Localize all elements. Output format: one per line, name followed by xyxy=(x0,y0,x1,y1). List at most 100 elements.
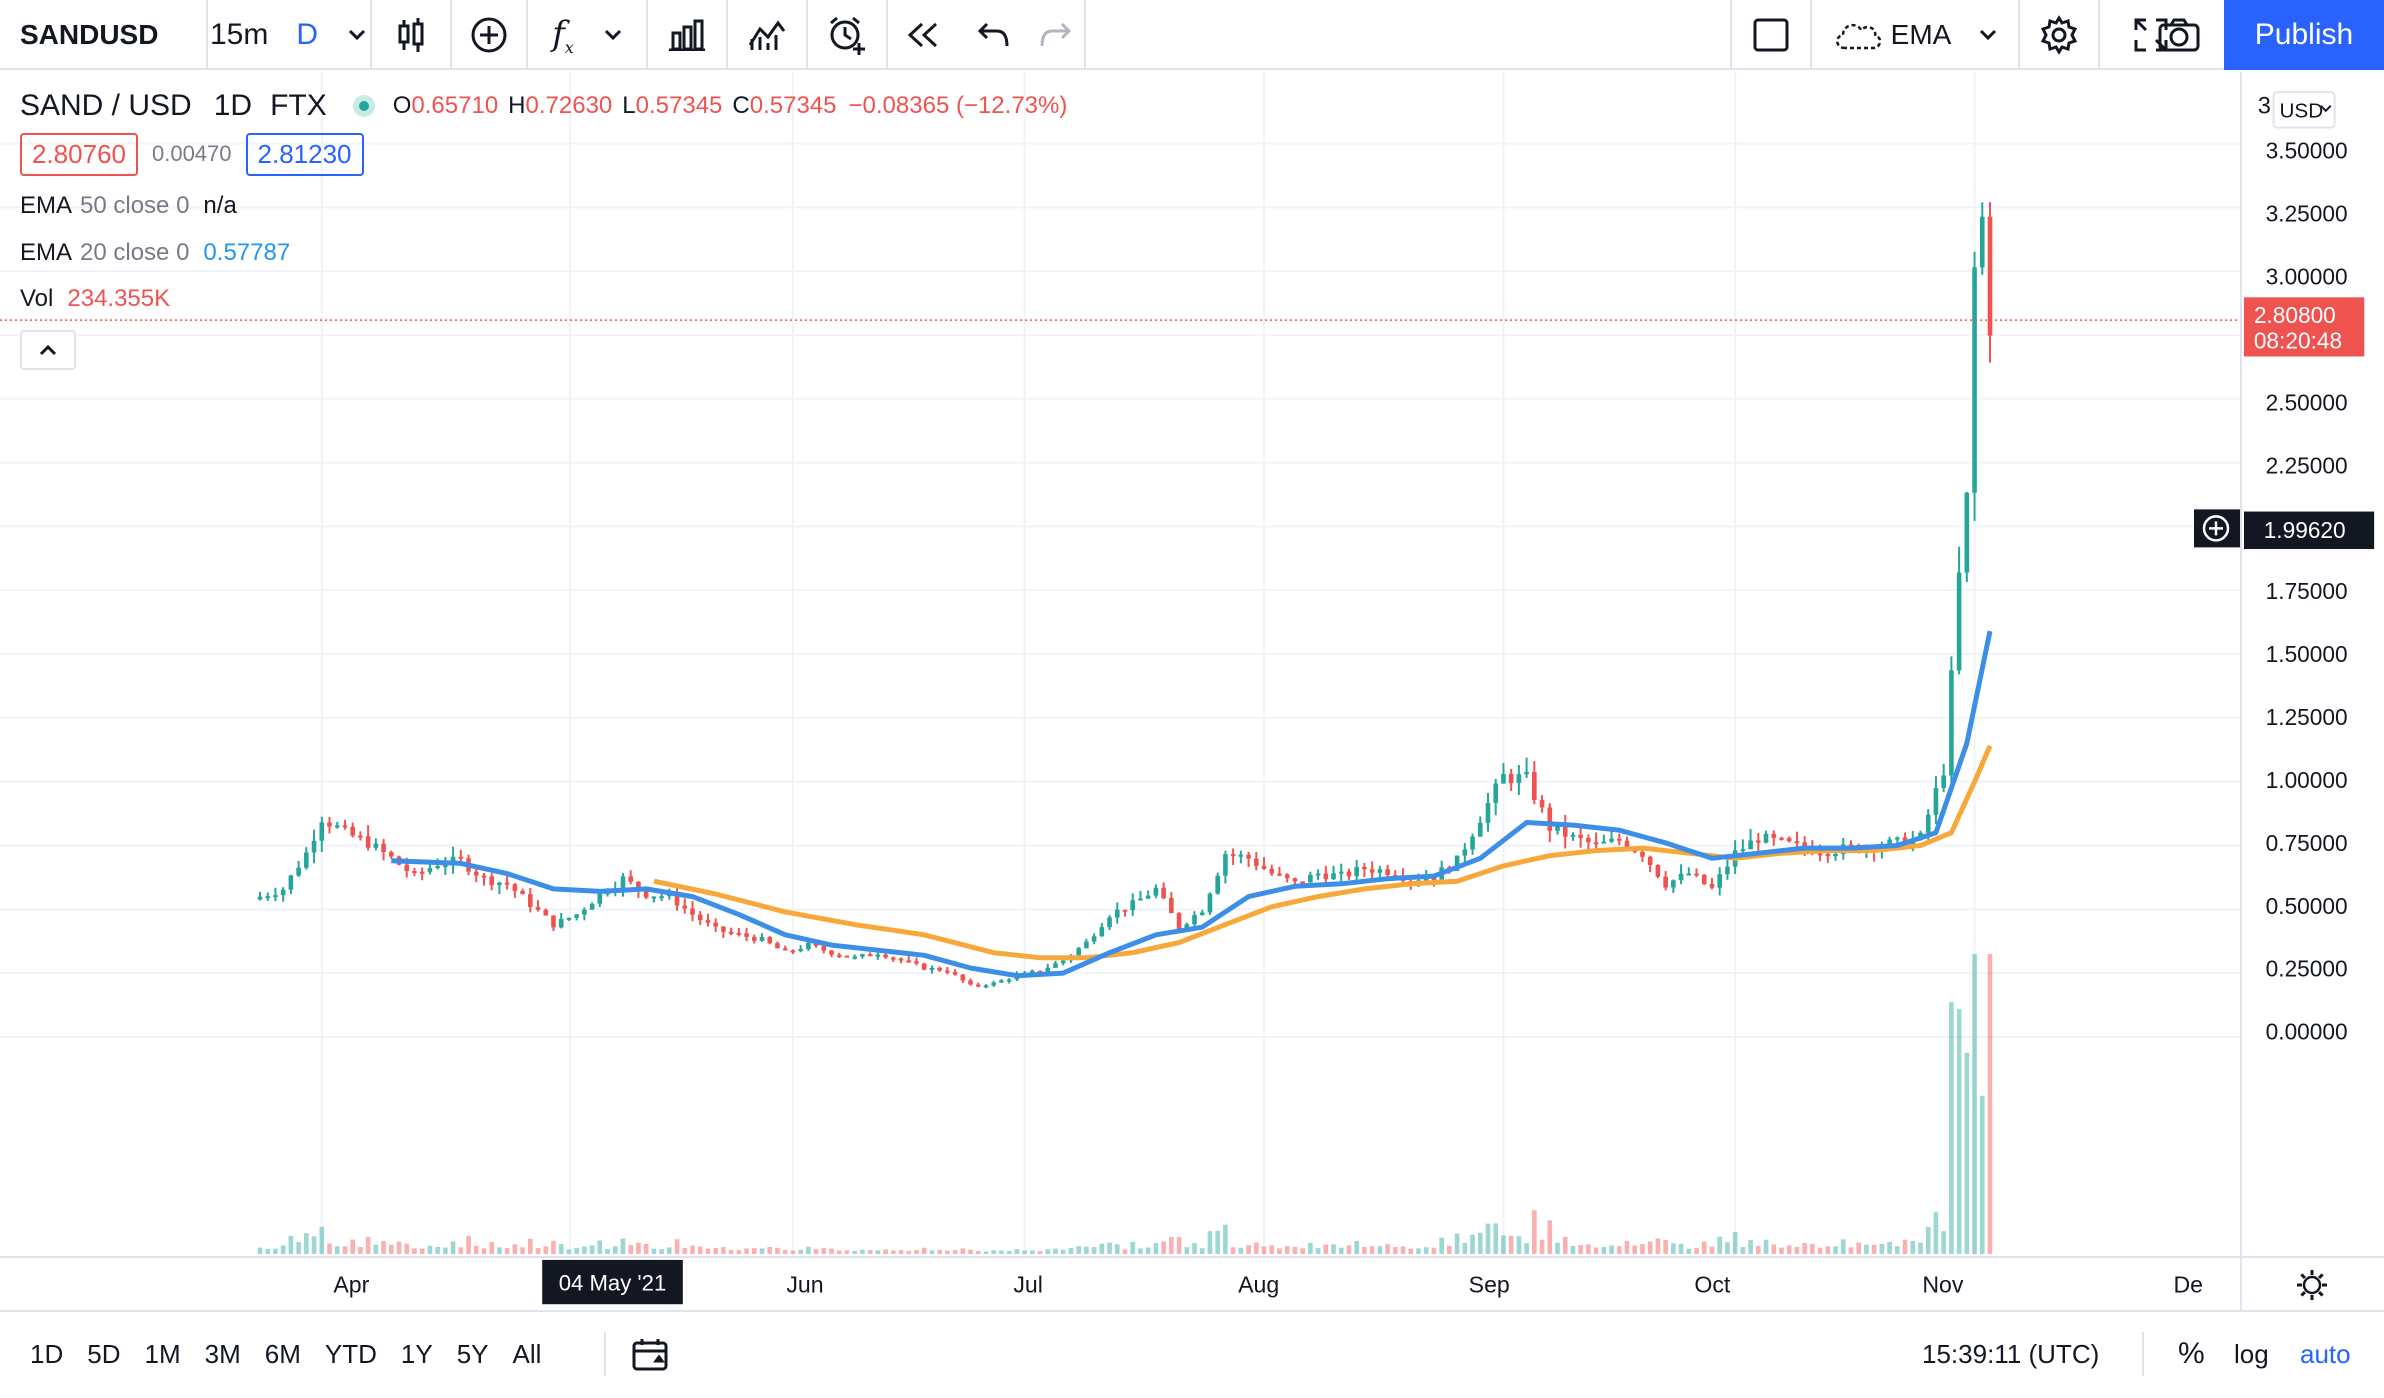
toolbar-divider xyxy=(2018,0,2020,70)
percent-scale-toggle[interactable]: % xyxy=(2178,1337,2205,1370)
crosshair-price-label: 1.99620 xyxy=(2264,517,2346,543)
range-button-3m[interactable]: 3M xyxy=(204,1338,241,1369)
range-button-5y[interactable]: 5Y xyxy=(456,1338,489,1369)
camera-icon[interactable] xyxy=(2142,0,2216,70)
volume-bar xyxy=(1833,1246,1838,1254)
publish-button[interactable]: Publish xyxy=(2224,0,2384,70)
market-status-icon[interactable] xyxy=(352,95,375,117)
utc-clock[interactable]: 15:39:11 (UTC) xyxy=(1922,1338,2100,1369)
chevron-up-icon xyxy=(39,344,57,356)
volume-legend[interactable]: Vol 234.355K xyxy=(20,285,171,312)
candle-body xyxy=(960,974,966,981)
volume-bar xyxy=(628,1245,634,1254)
candle-body xyxy=(504,882,510,885)
volume-bar xyxy=(1779,1247,1784,1254)
candle-body xyxy=(1949,670,1954,776)
volume-bar xyxy=(1423,1247,1429,1254)
candle-body xyxy=(1647,856,1653,866)
volume-bar xyxy=(1130,1241,1136,1254)
volume-bar xyxy=(1223,1224,1228,1254)
bid-price-box[interactable]: 2.80760 xyxy=(20,132,138,176)
ema20-legend[interactable]: EMA 20 close 0 0.57787 xyxy=(20,239,291,266)
candle-body xyxy=(551,915,556,928)
ask-price-box[interactable]: 2.81230 xyxy=(245,132,364,176)
alarm-plus-icon[interactable] xyxy=(808,0,886,70)
undo-icon[interactable] xyxy=(958,0,1028,70)
price-tick-label: 0.50000 xyxy=(2266,893,2348,919)
volume-bar xyxy=(1408,1248,1414,1254)
fullscreen-icon[interactable] xyxy=(2100,0,2202,70)
candle-body xyxy=(1532,771,1537,801)
volume-bar xyxy=(790,1250,796,1254)
candle-body xyxy=(296,867,301,876)
candle-body xyxy=(1485,802,1491,823)
line-chart-icon[interactable] xyxy=(728,0,806,70)
volume-bar xyxy=(898,1250,904,1254)
candle-body xyxy=(844,955,850,958)
plus-circle-icon[interactable] xyxy=(452,0,526,70)
candle-body xyxy=(1539,800,1545,808)
time-axis[interactable]: Apr Jun Jul Aug Sep Oct Nov De 04 May '21 xyxy=(0,1256,2240,1310)
indicators-button[interactable]: fx xyxy=(528,0,646,70)
price-chart[interactable] xyxy=(0,72,2240,1256)
interval-d[interactable]: D xyxy=(296,18,319,51)
volume-bar xyxy=(520,1247,525,1254)
range-button-1y[interactable]: 1Y xyxy=(400,1338,433,1369)
volume-bar xyxy=(265,1249,271,1254)
auto-scale-toggle[interactable]: auto xyxy=(2300,1338,2351,1369)
function-icon[interactable]: fx xyxy=(552,13,574,57)
volume-bar xyxy=(1331,1244,1336,1254)
volume-bar xyxy=(1979,1095,1985,1254)
symbol-search-button[interactable]: SANDUSD xyxy=(20,19,159,50)
volume-bar xyxy=(1269,1245,1275,1254)
volume-bar xyxy=(1949,1002,1954,1254)
currency-dropdown[interactable] xyxy=(2272,91,2336,129)
chevron-down-icon[interactable] xyxy=(1979,29,1997,41)
legend-title[interactable]: SAND / USD xyxy=(20,89,192,122)
volume-bar xyxy=(1485,1223,1491,1254)
candles-icon[interactable] xyxy=(372,0,450,70)
candle-body xyxy=(1763,833,1769,843)
bars-icon[interactable] xyxy=(648,0,726,70)
price-tick-label: 1.25000 xyxy=(2266,704,2348,730)
gear-tooth xyxy=(2318,1291,2324,1297)
candle-body xyxy=(1678,873,1684,881)
volume-bar xyxy=(528,1238,533,1254)
time-tick-label: Apr xyxy=(333,1272,369,1298)
template-selector[interactable]: EMA xyxy=(1812,0,2018,70)
layout-square-icon[interactable] xyxy=(1732,0,1810,70)
axis-settings-button[interactable] xyxy=(2240,1256,2384,1310)
interval-15m[interactable]: 15m xyxy=(209,18,269,51)
interval-selector[interactable]: 15m D xyxy=(208,0,368,70)
price-scale[interactable]: 3.50000 3.25000 3.00000 2.50000 2.25000 1.750… xyxy=(2240,72,2384,1256)
log-scale-toggle[interactable]: log xyxy=(2234,1338,2269,1369)
chevron-down-icon[interactable] xyxy=(348,29,366,41)
calendar-icon[interactable] xyxy=(632,1312,670,1396)
chevron-down-icon[interactable] xyxy=(604,29,622,41)
volume-bar xyxy=(1725,1242,1730,1254)
candle-body xyxy=(528,894,533,907)
range-button-6m[interactable]: 6M xyxy=(264,1338,301,1369)
toolbar-divider xyxy=(1084,0,1086,70)
candle-body xyxy=(1192,915,1197,925)
collapse-legend-button[interactable] xyxy=(20,330,76,370)
volume-bar xyxy=(690,1245,695,1254)
volume-bar xyxy=(883,1249,888,1254)
range-button-5d[interactable]: 5D xyxy=(87,1338,121,1369)
range-button-1m[interactable]: 1M xyxy=(144,1338,181,1369)
candle-body xyxy=(1269,868,1275,874)
ema50-legend[interactable]: EMA 50 close 0 n/a xyxy=(20,192,237,219)
volume-bar xyxy=(798,1249,803,1254)
range-button-1d[interactable]: 1D xyxy=(30,1338,64,1369)
candle-body xyxy=(1122,909,1128,912)
range-button-all[interactable]: All xyxy=(512,1338,542,1369)
redo-icon[interactable] xyxy=(1028,0,1084,70)
volume-bar xyxy=(1848,1247,1854,1254)
volume-bar xyxy=(1400,1246,1406,1254)
volume-bar xyxy=(373,1244,379,1254)
rewind-icon[interactable] xyxy=(888,0,958,70)
candle-body xyxy=(1130,900,1136,911)
current-price-label: 2.80800 xyxy=(2254,302,2336,328)
gear-icon[interactable] xyxy=(2020,0,2098,70)
range-button-ytd[interactable]: YTD xyxy=(324,1338,377,1369)
